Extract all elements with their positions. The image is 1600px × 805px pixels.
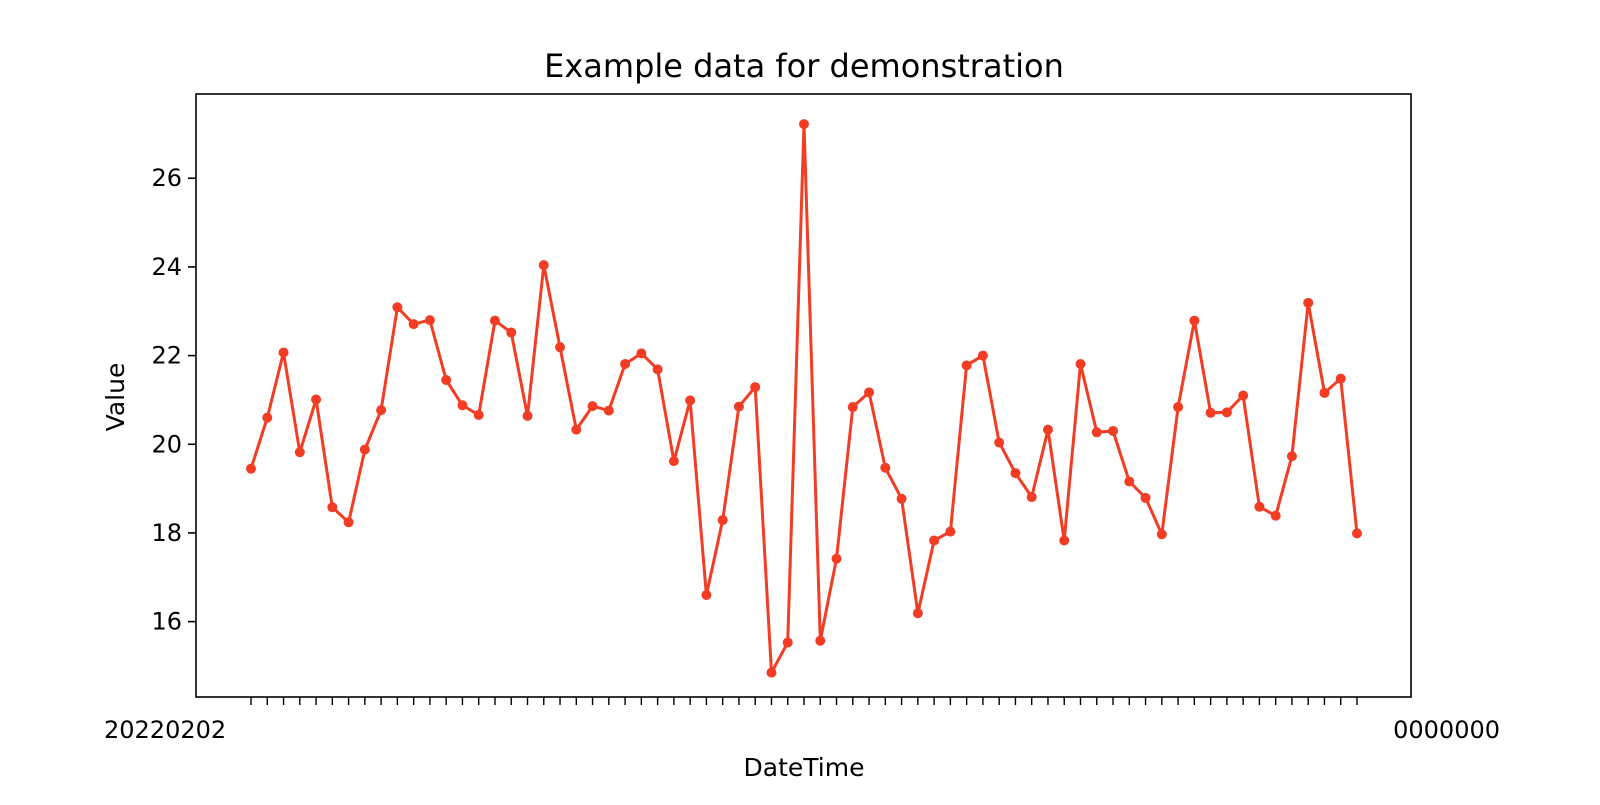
data-point (831, 553, 842, 564)
data-point (392, 302, 403, 313)
data-point (652, 364, 663, 375)
data-point (473, 410, 484, 421)
data-point (977, 350, 988, 361)
data-point (733, 401, 744, 412)
data-point (587, 401, 598, 412)
data-point (424, 315, 435, 326)
data-point (262, 412, 273, 423)
data-point (327, 502, 338, 513)
data-point (457, 400, 468, 411)
data-point (994, 437, 1005, 448)
data-point (1124, 476, 1135, 487)
data-point (1303, 297, 1314, 308)
data-point (717, 515, 728, 526)
x-tick-label-right: 0000000 (1393, 716, 1500, 744)
y-tick-label: 20 (151, 430, 182, 458)
series-line (249, 122, 1359, 675)
data-point (1205, 407, 1216, 418)
data-point (538, 260, 549, 271)
data-point (408, 319, 419, 330)
data-point (1238, 390, 1249, 401)
data-point (1042, 424, 1053, 435)
x-tick-label-left: 20220202 (104, 716, 226, 744)
data-point (701, 590, 712, 601)
y-tick-label: 24 (151, 253, 182, 281)
data-point (359, 444, 370, 455)
data-point (311, 394, 322, 405)
x-axis (250, 697, 1358, 705)
data-point (555, 342, 566, 353)
data-point (896, 493, 907, 504)
y-tick-label: 22 (151, 342, 182, 370)
data-point (880, 462, 891, 473)
data-point (1059, 535, 1070, 546)
data-point (603, 405, 614, 416)
data-point (441, 374, 452, 385)
data-point (766, 667, 777, 678)
data-point (961, 360, 972, 371)
data-point (1091, 427, 1102, 438)
data-point (1221, 407, 1232, 418)
data-point (1270, 510, 1281, 521)
data-point (815, 635, 826, 646)
series-group (246, 119, 1362, 678)
data-point (489, 315, 500, 326)
chart-title: Example data for demonstration (544, 47, 1064, 85)
data-point (668, 456, 679, 467)
data-point (522, 410, 533, 421)
data-point (782, 637, 793, 648)
data-point (1254, 501, 1265, 512)
data-point (1108, 425, 1119, 436)
x-axis-label: DateTime (744, 753, 865, 782)
data-point (1026, 492, 1037, 503)
y-tick-label: 16 (151, 608, 182, 636)
y-axis: 16 18 20 22 24 26 (151, 164, 196, 636)
y-tick-label: 26 (151, 164, 182, 192)
data-point (912, 608, 923, 619)
data-point (1286, 451, 1297, 462)
data-point (1173, 402, 1184, 413)
data-point (620, 359, 631, 370)
data-point (278, 347, 289, 358)
data-point (945, 526, 956, 537)
data-point (847, 402, 858, 413)
data-point (343, 517, 354, 528)
data-point (571, 424, 582, 435)
data-point (1075, 359, 1086, 370)
data-point (506, 327, 517, 338)
data-point (246, 463, 256, 474)
plot-frame (195, 93, 1412, 698)
y-axis-label: Value (101, 363, 130, 432)
data-point (864, 387, 875, 398)
data-point (929, 535, 940, 546)
data-point (799, 119, 809, 130)
data-point (750, 382, 761, 393)
data-point (1335, 373, 1346, 384)
data-point (1319, 387, 1330, 398)
data-point (685, 395, 696, 406)
data-point (1189, 315, 1200, 326)
data-point (1352, 528, 1362, 539)
data-point (294, 447, 305, 458)
data-point (376, 405, 387, 416)
data-point (1010, 468, 1021, 479)
data-point (1156, 529, 1167, 540)
y-tick-label: 18 (151, 519, 182, 547)
data-point (636, 348, 647, 359)
data-point (1140, 492, 1151, 503)
